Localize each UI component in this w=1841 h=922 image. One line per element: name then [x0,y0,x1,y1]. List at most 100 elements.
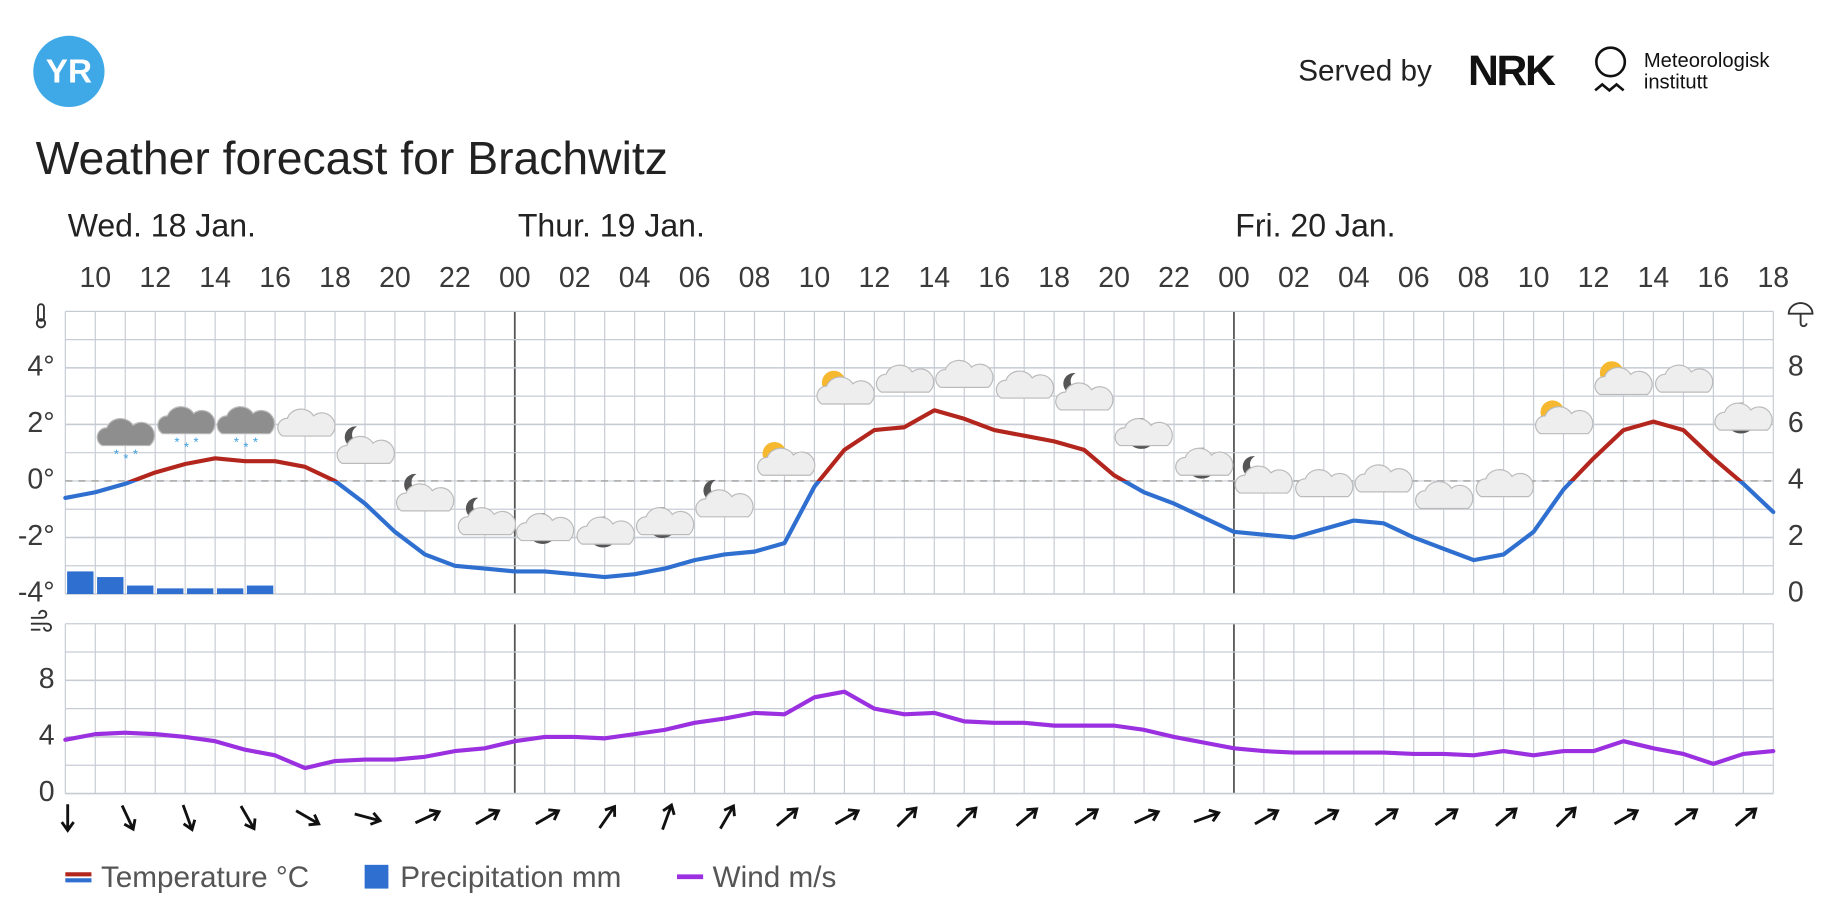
cloud [1535,406,1594,435]
weather-icon [1654,364,1714,393]
wind-arrow [719,803,736,830]
y2-tick-label: 6 [1788,407,1804,439]
x-tick-label: 08 [1458,262,1490,294]
wind-arrow [60,804,75,833]
met-logo-wave [1594,82,1625,93]
x-tick-label: 16 [1698,262,1730,294]
weather-icon [1295,469,1354,498]
y-tick-label: 2° [27,407,54,439]
legend-label: Wind m/s [713,861,837,894]
wind-arrow [535,808,561,826]
wind-arrow [661,802,676,831]
weather-icon [1354,464,1413,493]
header: YR Served by NRK Meteorologisk institutt [33,35,1771,108]
weather-icon: * * * [96,417,156,466]
precip-bar [246,585,274,595]
weather-icon [457,497,517,536]
wind-arrow [354,811,383,826]
cloud [1654,364,1714,393]
chart-title: Weather forecast for Brachwitz [36,132,668,184]
x-tick-label: 20 [379,262,411,294]
wind-arrow [1015,807,1039,827]
x-tick-label: 14 [1638,262,1670,294]
cloud [635,507,695,536]
day-label: Thur. 19 Jan. [518,208,705,244]
snowflake: * [123,451,128,466]
weather-icon [515,512,575,544]
snowflake: * [253,435,258,450]
weather-icon [816,370,875,405]
wind-arrow [598,804,617,829]
x-tick-label: 08 [739,262,771,294]
weather-icon [1535,400,1594,435]
y-tick-label: 4° [27,350,54,382]
wind-arrow [834,808,861,826]
wind-arrow [1374,808,1399,826]
wind-arrow [1314,808,1340,826]
weather-icon [635,507,695,539]
cloud [515,512,575,542]
weather-icon [995,370,1055,399]
legend-item: Precipitation mm [364,861,621,894]
weather-icon [395,473,455,512]
x-tick-label: 22 [1158,262,1190,294]
umbrella-icon [1787,302,1814,328]
legend-swatch [364,864,389,889]
legend-label: Precipitation mm [400,861,621,894]
cloud [1234,465,1293,494]
weather-icon: * * * [216,406,275,454]
weather-icon [1714,402,1773,434]
cloud [875,364,935,393]
wind-arrow [1074,808,1100,826]
cloud [457,507,517,536]
x-tick-label: 10 [1518,262,1550,294]
wind-arrow [1674,808,1699,826]
y2-tick-label: 0 [1788,577,1804,609]
x-tick-label: 02 [1278,262,1310,294]
x-tick-label: 04 [619,262,651,294]
precip-bar [127,585,154,595]
x-tick-label: 20 [1098,262,1130,294]
y-tick-label: 0° [27,463,54,495]
x-tick-label: 16 [259,262,291,294]
weather-icon: * * * [157,406,216,454]
snowflake: * [114,447,119,462]
precip-bar [67,571,94,595]
weather-icon [1415,480,1474,510]
day-label: Fri. 20 Jan. [1235,208,1395,244]
x-tick-label: 10 [79,262,111,294]
institute-name: Meteorologisk [1644,50,1771,72]
logo: YR [46,54,92,91]
cloud [1055,382,1114,411]
y2-tick-label: 8 [1788,350,1804,382]
x-tick-label: 14 [918,262,950,294]
weather-icon [695,479,754,518]
y2-tick-label: 2 [1788,520,1804,552]
wind-arrow [1555,806,1577,828]
cloud [816,376,875,405]
snowflake: * [243,439,248,454]
snowflake: * [234,435,239,450]
cloud [1594,366,1653,396]
x-tick-label: 06 [679,262,711,294]
x-tick-label: 18 [1757,262,1789,294]
cloud [1175,447,1234,476]
legend-item: Wind m/s [677,861,836,894]
logo-circle [33,35,105,108]
met-logo [1595,46,1627,78]
precip-bar [186,588,214,595]
x-tick-label: 18 [319,262,351,294]
weather-icon [935,359,994,388]
wind-arrow [1495,807,1518,827]
x-tick-label: 14 [199,262,231,294]
snowflake: * [184,439,189,454]
wind-arrow [414,808,442,825]
cloud [157,406,216,435]
cloud [1354,464,1413,493]
x-tick-label: 12 [139,262,171,294]
wind-arrow [295,809,321,827]
cloud [1714,402,1773,431]
wind-arrow [1613,808,1640,826]
wind-arrow [1734,807,1758,827]
